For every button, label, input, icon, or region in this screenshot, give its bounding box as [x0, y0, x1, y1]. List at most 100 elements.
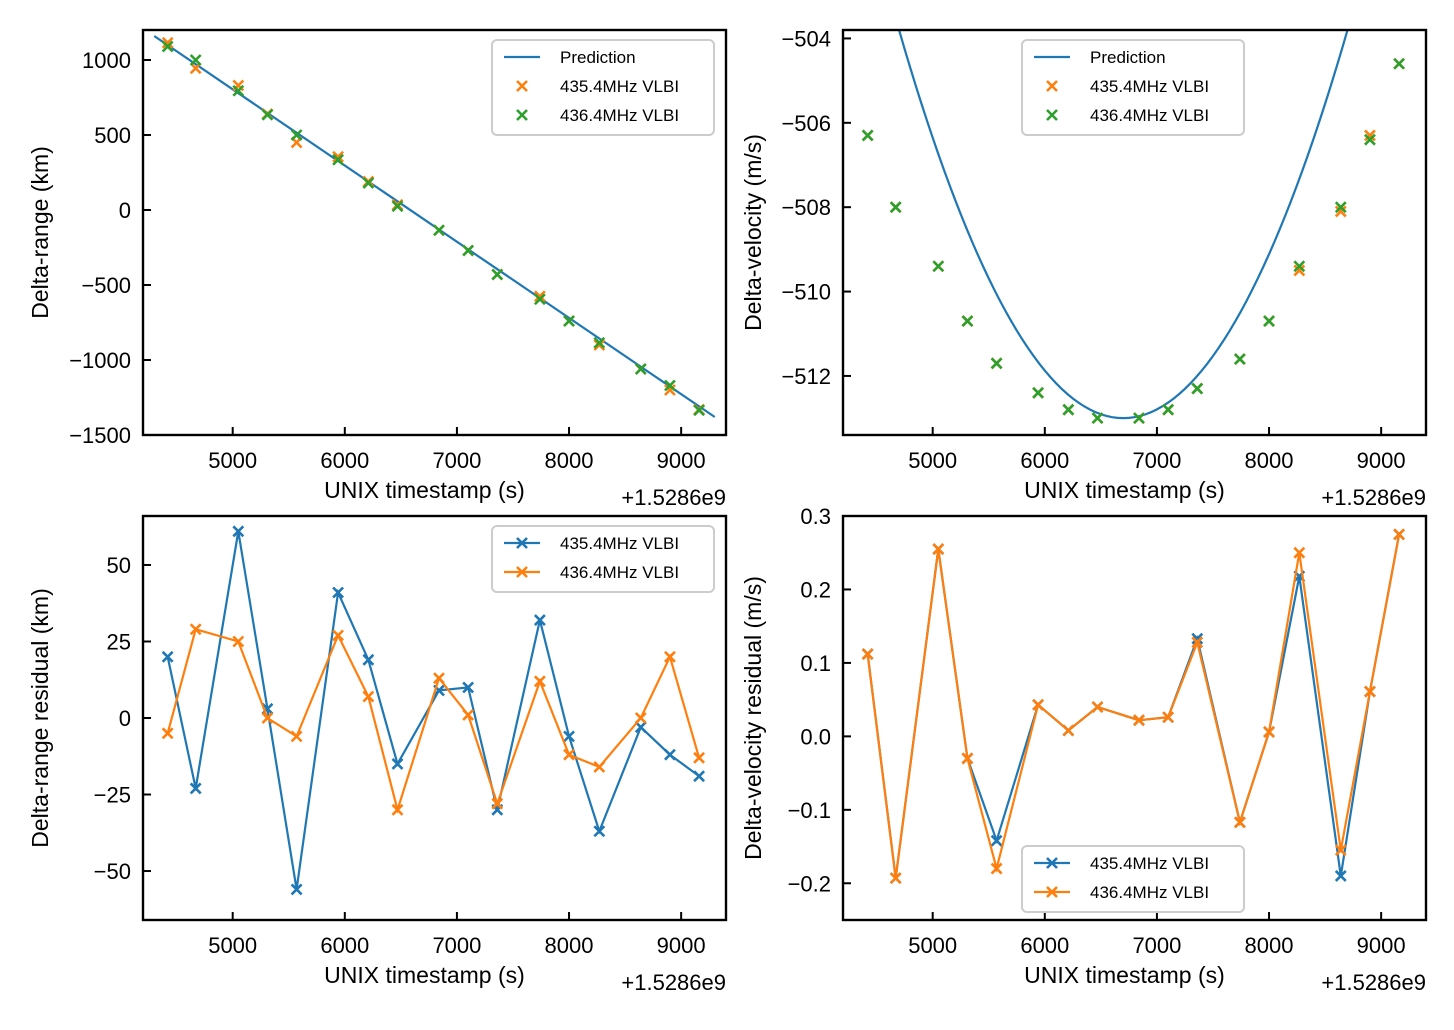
legend-box: [491, 525, 715, 593]
data-point: [1364, 133, 1376, 146]
x-tick-label: 6000: [1020, 933, 1069, 958]
data-point: [664, 379, 676, 392]
legend-marker: [516, 537, 528, 549]
data-point: [533, 290, 546, 303]
legend-item: 436.4MHz VLBI: [1034, 883, 1209, 902]
series-line: [866, 534, 1401, 879]
data-point: [433, 224, 445, 237]
data-point: [990, 357, 1003, 370]
x-tick-label: 9000: [657, 448, 706, 473]
legend-label: 436.4MHz VLBI: [560, 563, 679, 582]
x-tick-label: 6000: [1020, 448, 1069, 473]
legend-item: 435.4MHz VLBI: [504, 534, 679, 553]
x-tick-label: 7000: [1132, 448, 1181, 473]
data-point: [332, 586, 345, 599]
data-point: [593, 825, 606, 838]
legend-item: 435.4MHz VLBI: [1046, 77, 1209, 96]
x-tick-label: 7000: [432, 933, 481, 958]
legend-box: [1021, 845, 1245, 913]
y-axis-label: Delta-range (km): [27, 146, 53, 319]
y-axis-label: Delta-velocity (m/s): [740, 134, 766, 331]
data-point: [932, 543, 945, 555]
data-point: [332, 629, 345, 642]
data-point: [1293, 260, 1306, 273]
data-point: [391, 200, 404, 213]
y-tick-label: −1000: [69, 348, 131, 373]
x-tick-label: 9000: [1357, 933, 1406, 958]
data-point: [332, 150, 345, 163]
data-point: [161, 36, 174, 49]
legend-box: [491, 39, 715, 136]
data-point: [433, 672, 445, 685]
y-tick-label: −500: [81, 273, 131, 298]
x-axis-label: UNIX timestamp (s): [1024, 477, 1225, 503]
x-tick-label: 7000: [1132, 933, 1181, 958]
data-point: [1233, 353, 1246, 365]
legend-item: 436.4MHz VLBI: [1046, 106, 1209, 125]
data-point: [693, 751, 706, 764]
legend: Prediction 435.4MHz VLBI 436.4MHz VLBI: [1021, 39, 1245, 136]
data-point: [290, 730, 303, 743]
data-point: [889, 201, 902, 214]
axes-frame: [841, 28, 1428, 437]
axes-frame: [141, 28, 728, 437]
legend-label: 435.4MHz VLBI: [1090, 77, 1209, 96]
data-point: [290, 883, 303, 896]
legend-label: 435.4MHz VLBI: [1090, 854, 1209, 873]
plot-area: [861, 528, 1406, 885]
y-tick-label: 0.2: [800, 577, 831, 602]
series-2: [161, 40, 706, 417]
legend-label: Prediction: [1090, 48, 1166, 67]
data-point: [634, 712, 647, 724]
legend-box: [1021, 39, 1245, 136]
x-tick-label: 8000: [1245, 448, 1294, 473]
series-0: [897, 30, 1349, 420]
legend-item: Prediction: [1034, 48, 1166, 67]
data-point: [491, 797, 504, 810]
legend-item: Prediction: [504, 48, 636, 67]
x-axis-label: UNIX timestamp (s): [324, 962, 525, 988]
data-point: [664, 650, 676, 663]
x-tick-label: 5000: [208, 933, 257, 958]
x-tick-label: 5000: [908, 933, 957, 958]
data-point: [232, 525, 245, 538]
y-tick-label: −0.1: [788, 798, 831, 823]
data-point: [932, 260, 945, 273]
data-point: [462, 244, 475, 257]
data-point: [1032, 386, 1044, 399]
y-tick-label: 0: [119, 198, 131, 223]
x-tick-label: 8000: [1245, 933, 1294, 958]
data-point: [391, 757, 404, 770]
data-point: [961, 315, 974, 328]
prediction-curve: [897, 30, 1349, 420]
data-point: [1191, 382, 1204, 395]
series-1: [861, 528, 1406, 885]
data-point: [1334, 205, 1347, 218]
data-point: [1393, 528, 1406, 541]
y-tick-label: 0: [119, 706, 131, 731]
data-point: [1293, 546, 1306, 559]
legend-item: 436.4MHz VLBI: [516, 106, 679, 125]
data-point: [664, 748, 676, 761]
y-tick-label: 1000: [82, 48, 131, 73]
y-tick-label: 50: [107, 553, 131, 578]
legend-label: 435.4MHz VLBI: [560, 77, 679, 96]
plot-area: [861, 30, 1406, 425]
data-point: [189, 782, 202, 795]
data-point: [161, 40, 174, 53]
data-point: [634, 721, 647, 734]
legend-label: 436.4MHz VLBI: [560, 106, 679, 125]
x-tick-label: 6000: [320, 933, 369, 958]
y-tick-label: −510: [781, 280, 831, 305]
y-tick-label: −508: [781, 195, 831, 220]
data-point: [693, 404, 706, 417]
data-point: [1062, 403, 1075, 416]
data-point: [1334, 201, 1347, 214]
x-tick-label: 9000: [1357, 448, 1406, 473]
data-point: [1393, 57, 1406, 70]
x-axis-label: UNIX timestamp (s): [1024, 962, 1225, 988]
data-point: [533, 614, 546, 626]
y-tick-label: −504: [781, 26, 831, 51]
legend-label: 435.4MHz VLBI: [560, 534, 679, 553]
